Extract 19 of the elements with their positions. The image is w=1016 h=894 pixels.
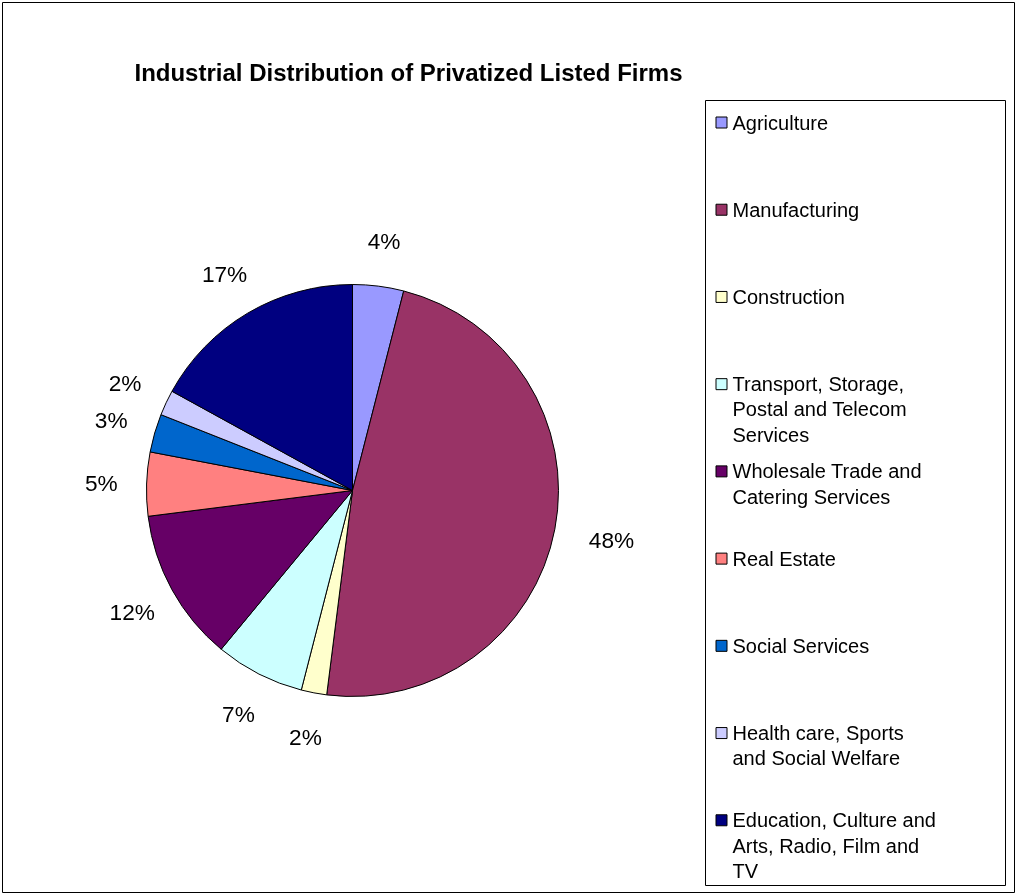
data-label: 3% xyxy=(94,407,128,434)
chart-title: Industrial Distribution of Privatized Listed Firms xyxy=(134,59,683,86)
legend-label: Education, Culture and Arts, Radio, Film and TV xyxy=(732,809,936,882)
legend-label: Construction xyxy=(732,285,845,308)
data-label: 2% xyxy=(108,370,142,397)
legend-label: Social Services xyxy=(732,634,870,657)
legend-label: Transport, Storage, Postal and Telecom Services xyxy=(732,373,907,446)
data-label: 2% xyxy=(289,724,322,751)
data-label: 17% xyxy=(201,261,248,288)
data-label: 48% xyxy=(588,526,635,553)
data-label: 12% xyxy=(109,598,155,625)
legend-label: Agriculture xyxy=(732,111,829,134)
legend-label: Manufacturing xyxy=(732,198,860,221)
data-label: 7% xyxy=(222,701,255,728)
data-label: 5% xyxy=(84,469,118,496)
data-label: 4% xyxy=(367,228,401,255)
legend-label: Health care, Sports and Social Welfare xyxy=(732,722,904,770)
legend-label: Real Estate xyxy=(732,547,836,570)
legend-label: Wholesale Trade and Catering Services xyxy=(732,460,922,508)
